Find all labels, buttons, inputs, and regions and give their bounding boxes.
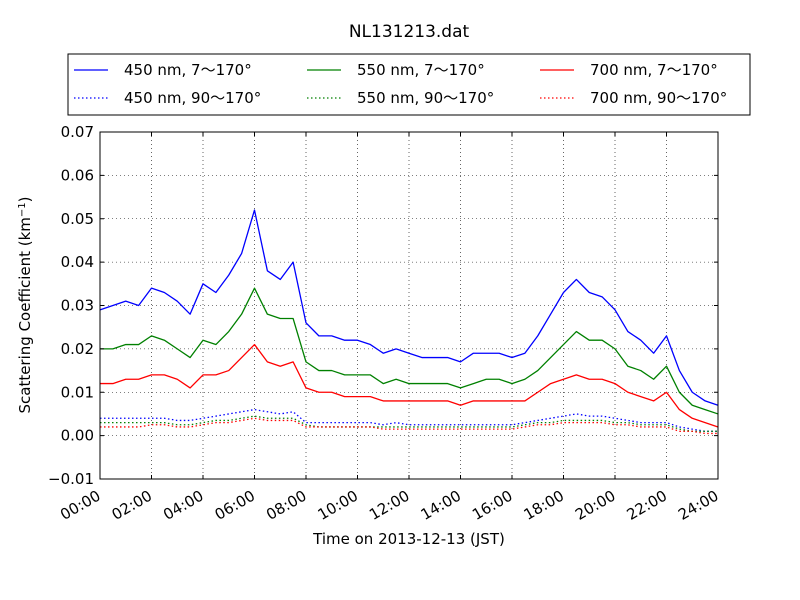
x-tick-label: 10:00	[315, 487, 361, 524]
legend-label-4: 700 nm, 7～170°	[590, 61, 718, 79]
x-tick-label: 24:00	[675, 487, 721, 524]
x-tick-label: 02:00	[109, 487, 155, 524]
y-axis: −0.01 0.00 0.01 0.02 0.03 0.04 0.05 0.06 0.07	[48, 123, 718, 488]
x-tick-label: 08:00	[263, 487, 309, 524]
legend-label-5: 700 nm, 90～170°	[590, 89, 727, 107]
y-tick-label: 0.07	[61, 123, 94, 141]
y-tick-label: 0.05	[61, 210, 94, 228]
legend-label-3: 550 nm, 90～170°	[357, 89, 494, 107]
legend: 450 nm, 7～170° 550 nm, 7～170° 700 nm, 7～17…	[67, 53, 751, 116]
x-tick-label: 12:00	[366, 487, 412, 524]
x-tick-label: 04:00	[160, 487, 206, 524]
y-axis-label: Scattering Coefficient (km−1)	[16, 196, 34, 413]
y-tick-label: 0.03	[61, 297, 94, 315]
x-tick-label: 18:00	[521, 487, 567, 524]
y-tick-label: 0.02	[61, 340, 94, 358]
legend-label-0: 450 nm, 7～170°	[124, 61, 252, 79]
x-tick-label: 16:00	[469, 487, 515, 524]
series-layer	[99, 209, 719, 435]
y-axis-label-prefix: Scattering Coefficient (km	[16, 217, 34, 413]
y-axis-label-superscript: −1	[17, 202, 28, 217]
grid	[100, 132, 718, 479]
legend-frame	[67, 53, 751, 116]
x-axis-label: Time on 2013-12-13 (JST)	[312, 530, 505, 548]
chart-title: NL131213.dat	[349, 22, 470, 42]
plot-area	[99, 131, 719, 480]
y-tick-label: 0.01	[61, 383, 94, 401]
x-tick-label: 14:00	[418, 487, 464, 524]
series-line-5	[100, 417, 718, 435]
series-line-4	[100, 343, 719, 428]
y-tick-label: 0.04	[61, 253, 94, 271]
y-tick-label: 0.06	[61, 166, 94, 184]
legend-label-1: 450 nm, 90～170°	[124, 89, 261, 107]
x-tick-label: 20:00	[572, 487, 618, 524]
series-line-2	[100, 287, 719, 415]
y-tick-label: 0.00	[61, 427, 94, 445]
x-tick-label: 00:00	[57, 487, 103, 524]
series-line-0	[99, 209, 719, 406]
y-tick-label: −0.01	[48, 470, 94, 488]
x-tick-label: 06:00	[212, 487, 258, 524]
y-axis-label-suffix: )	[16, 196, 34, 202]
x-tick-label: 22:00	[624, 487, 670, 524]
legend-label-2: 550 nm, 7～170°	[357, 61, 485, 79]
